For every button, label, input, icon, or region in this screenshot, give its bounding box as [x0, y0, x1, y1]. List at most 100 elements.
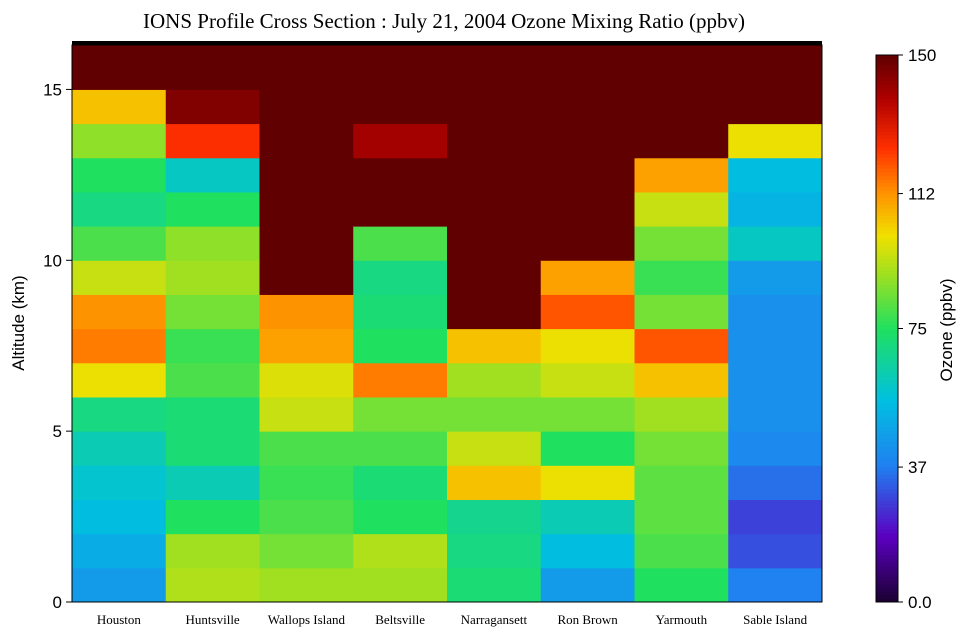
colorbar-step — [876, 554, 898, 559]
colorbar-step — [876, 273, 898, 278]
heat-cell — [259, 260, 354, 295]
colorbar-step — [876, 204, 898, 209]
heat-cell — [165, 567, 260, 603]
colorbar-step — [876, 594, 898, 599]
colorbar-step — [876, 91, 898, 96]
heat-cell — [634, 431, 729, 466]
heat-cell — [72, 431, 167, 466]
colorbar-step — [876, 386, 898, 391]
chart-title: IONS Profile Cross Section : July 21, 20… — [143, 9, 745, 33]
heat-cell — [634, 89, 729, 125]
colorbar-step — [876, 390, 898, 395]
colorbar-step — [876, 80, 898, 85]
heat-cell — [634, 191, 729, 227]
colorbar-step — [876, 401, 898, 406]
heat-cell — [72, 465, 167, 500]
heat-cell — [165, 55, 260, 90]
heat-cell — [540, 362, 635, 398]
colorbar-step — [876, 569, 898, 574]
heat-cell — [259, 157, 354, 193]
colorbar-step — [876, 313, 898, 319]
heat-cell — [165, 89, 260, 125]
colorbar-step — [876, 394, 898, 399]
colorbar-step — [876, 95, 898, 100]
colorbar-step — [876, 284, 898, 289]
heat-cell — [728, 567, 823, 603]
y-tick-label: 15 — [43, 80, 62, 99]
colorbar-step — [876, 306, 898, 311]
heat-cell — [259, 294, 354, 330]
colorbar-step — [876, 277, 898, 282]
colorbar-step — [876, 525, 898, 530]
colorbar-step — [876, 503, 898, 508]
colorbar-step — [876, 518, 898, 523]
colorbar-step — [876, 124, 898, 129]
colorbar-step — [876, 189, 898, 195]
heat-cell — [634, 362, 729, 398]
colorbar-step — [876, 547, 898, 552]
heat-cell — [353, 499, 448, 535]
colorbar-step — [876, 598, 898, 603]
colorbar-step — [876, 211, 898, 216]
heat-cell — [634, 328, 729, 364]
heat-cell — [447, 499, 542, 535]
x-tick-label: Ron Brown — [557, 612, 618, 627]
heat-cell — [353, 431, 448, 466]
heat-cell — [540, 89, 635, 125]
colorbar-step — [876, 288, 898, 293]
heat-cell — [72, 396, 167, 432]
heat-cell — [353, 260, 448, 295]
heat-cell — [165, 499, 260, 535]
heat-cell — [447, 567, 542, 603]
colorbar-step — [876, 572, 898, 577]
colorbar-step — [876, 514, 898, 519]
heat-cell — [728, 157, 823, 193]
colorbar-step — [876, 346, 898, 351]
colorbar-step — [876, 160, 898, 165]
colorbar-step — [876, 463, 898, 468]
heat-cell — [634, 396, 729, 432]
heat-cell — [447, 55, 542, 90]
colorbar-step — [876, 127, 898, 133]
heat-cell — [540, 191, 635, 227]
heat-cell — [634, 465, 729, 500]
colorbar-label: Ozone (ppbv) — [937, 279, 956, 382]
heat-cell — [72, 533, 167, 569]
colorbar-step — [876, 153, 898, 158]
heat-cell — [259, 465, 354, 500]
colorbar-step — [876, 397, 898, 402]
heat-cell — [353, 567, 448, 603]
heat-cell — [259, 362, 354, 398]
heat-cell — [447, 465, 542, 500]
heat-cell — [447, 45, 542, 56]
heat-cell — [72, 55, 167, 90]
colorbar-step — [876, 350, 898, 355]
colorbar-step — [876, 84, 898, 89]
heat-cell — [165, 465, 260, 500]
heat-cell — [353, 123, 448, 159]
heat-cell — [728, 55, 823, 90]
colorbar-step — [876, 478, 898, 483]
colorbar-step — [876, 138, 898, 144]
heat-cell — [72, 499, 167, 535]
colorbar-step — [876, 55, 898, 60]
colorbar-step — [876, 354, 898, 359]
x-tick-label: Yarmouth — [656, 612, 708, 627]
heat-cell — [728, 89, 823, 125]
colorbar-step — [876, 262, 898, 268]
heat-cell — [540, 226, 635, 261]
heat-cell — [353, 45, 448, 56]
heat-cell — [634, 157, 729, 193]
colorbar-step — [876, 507, 898, 512]
colorbar-step — [876, 488, 898, 494]
colorbar-step — [876, 496, 898, 501]
heat-cell — [353, 226, 448, 261]
colorbar-tick-label: 150 — [908, 46, 936, 65]
colorbar-step — [876, 423, 898, 428]
heat-cell — [353, 55, 448, 90]
heat-cell — [447, 260, 542, 295]
heat-cell — [634, 55, 729, 90]
heat-cell — [447, 533, 542, 569]
top-bar — [72, 41, 822, 45]
colorbar-step — [876, 113, 898, 118]
